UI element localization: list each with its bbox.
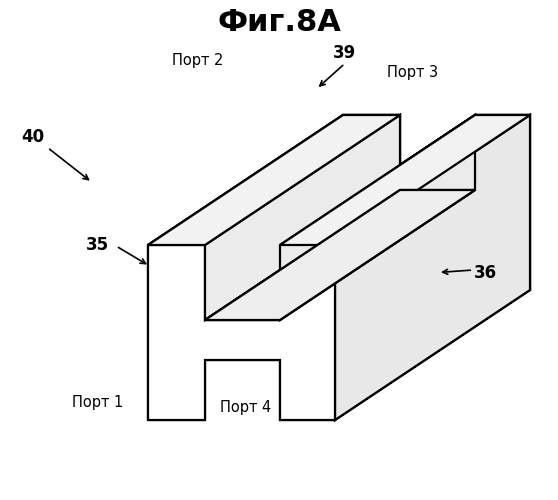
Polygon shape: [205, 190, 400, 360]
Polygon shape: [280, 115, 530, 245]
Polygon shape: [205, 190, 475, 320]
Polygon shape: [148, 245, 335, 420]
Polygon shape: [148, 115, 400, 245]
Polygon shape: [205, 115, 400, 320]
Text: Порт 1: Порт 1: [72, 395, 123, 410]
Text: 39: 39: [333, 44, 357, 62]
Polygon shape: [205, 190, 475, 320]
Text: 35: 35: [86, 236, 109, 254]
Polygon shape: [280, 115, 475, 320]
Polygon shape: [205, 190, 475, 320]
Polygon shape: [335, 115, 530, 420]
Polygon shape: [280, 115, 530, 245]
Polygon shape: [280, 115, 530, 245]
Text: Порт 4: Порт 4: [220, 400, 271, 415]
Text: 40: 40: [21, 128, 44, 146]
Polygon shape: [148, 245, 335, 420]
Polygon shape: [205, 115, 400, 320]
Polygon shape: [148, 115, 400, 245]
Polygon shape: [205, 190, 475, 320]
Polygon shape: [280, 190, 475, 360]
Polygon shape: [335, 115, 530, 420]
Polygon shape: [280, 115, 475, 320]
Polygon shape: [205, 190, 475, 320]
Polygon shape: [343, 115, 530, 290]
Polygon shape: [148, 115, 400, 245]
Text: 36: 36: [474, 264, 497, 281]
Text: Порт 3: Порт 3: [387, 65, 439, 80]
Text: Фиг.8А: Фиг.8А: [217, 8, 341, 37]
Text: Порт 2: Порт 2: [172, 54, 224, 68]
